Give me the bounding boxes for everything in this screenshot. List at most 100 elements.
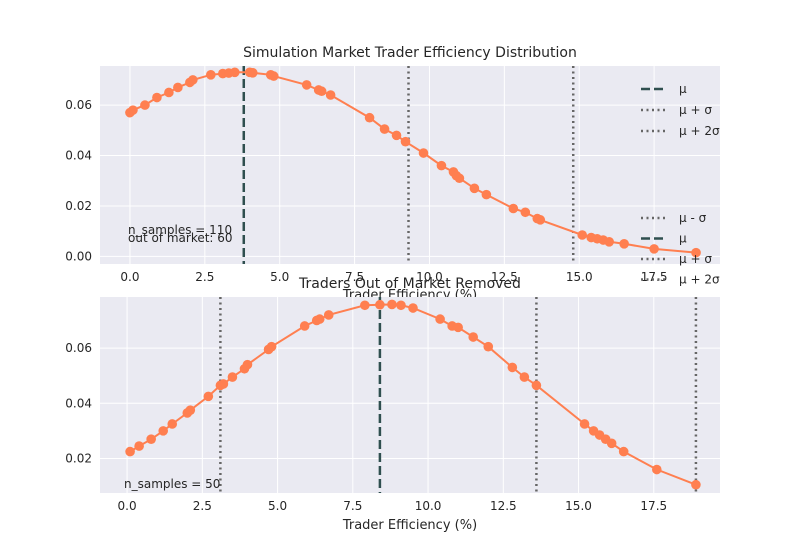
data-point bbox=[173, 82, 183, 93]
data-point bbox=[396, 300, 406, 311]
data-point bbox=[266, 341, 277, 352]
chart-title: Simulation Market Trader Efficiency Dist… bbox=[243, 45, 577, 61]
x-tick-label: 7.5 bbox=[343, 499, 362, 513]
data-point bbox=[146, 434, 156, 444]
data-point bbox=[481, 189, 492, 200]
y-tick-label: 0.04 bbox=[65, 396, 92, 410]
data-point bbox=[691, 479, 701, 490]
y-tick-label: 0.02 bbox=[65, 199, 92, 213]
x-tick-label: 12.5 bbox=[491, 270, 518, 284]
data-point bbox=[535, 215, 546, 225]
data-point bbox=[418, 148, 429, 158]
data-point bbox=[469, 183, 480, 194]
n-samples-annotation: n_samples = 110 bbox=[128, 223, 232, 237]
x-tick-label: 10.0 bbox=[415, 499, 442, 513]
data-point bbox=[508, 203, 519, 214]
y-tick-labels: 0.02 0.04 0.06 bbox=[65, 341, 92, 465]
data-point bbox=[604, 237, 614, 247]
data-point bbox=[299, 321, 310, 331]
data-point bbox=[247, 68, 258, 78]
data-point bbox=[227, 372, 238, 382]
x-tick-label: 12.5 bbox=[490, 499, 517, 513]
y-tick-label: 0.02 bbox=[65, 451, 92, 465]
legend-label: μ - σ bbox=[679, 211, 707, 225]
data-point bbox=[185, 405, 196, 415]
data-point bbox=[400, 136, 411, 147]
x-tick-labels: 0.0 2.5 5.0 7.5 10.0 12.5 15.0 17.5 bbox=[120, 270, 667, 284]
x-tick-label: 5.0 bbox=[270, 270, 289, 284]
data-point bbox=[606, 438, 617, 449]
x-tick-label: 5.0 bbox=[268, 499, 287, 513]
chart-title: Traders Out of Market Removed bbox=[298, 276, 521, 292]
plot-area bbox=[100, 297, 720, 493]
data-point bbox=[436, 160, 447, 171]
data-point bbox=[164, 87, 174, 98]
y-tick-labels: 0.00 0.02 0.04 0.06 bbox=[65, 98, 92, 263]
data-point bbox=[364, 112, 375, 123]
series-points bbox=[125, 299, 701, 490]
data-point bbox=[618, 446, 629, 457]
x-axis-label: Trader Efficiency (%) bbox=[342, 518, 477, 533]
series-line bbox=[129, 303, 697, 486]
data-point bbox=[152, 92, 162, 103]
series-line-path bbox=[129, 303, 697, 486]
x-tick-label: 15.0 bbox=[566, 270, 593, 284]
data-point bbox=[577, 230, 588, 240]
data-point bbox=[134, 441, 144, 451]
data-point bbox=[651, 464, 662, 475]
legend-bottom: μ - σ μ μ + σ μ + 2σ bbox=[641, 211, 720, 287]
data-point bbox=[314, 314, 325, 324]
n-samples-annotation: n_samples = 50 bbox=[124, 477, 220, 491]
y-tick-label: 0.00 bbox=[65, 249, 92, 263]
data-point bbox=[391, 130, 402, 141]
data-point bbox=[408, 303, 418, 313]
x-tick-label: 7.5 bbox=[345, 270, 364, 284]
data-point bbox=[375, 299, 385, 310]
legend-label: μ + 2σ bbox=[679, 124, 720, 138]
grid bbox=[100, 66, 720, 264]
legend-top: μ μ + σ μ + 2σ bbox=[641, 82, 720, 138]
data-point bbox=[301, 80, 312, 90]
x-tick-labels: 0.0 2.5 5.0 7.5 10.0 12.5 15.0 17.5 bbox=[118, 499, 668, 513]
data-point bbox=[691, 247, 701, 258]
data-point bbox=[649, 244, 659, 254]
plot-area bbox=[100, 66, 720, 264]
x-tick-label: 17.5 bbox=[640, 499, 667, 513]
grid bbox=[100, 297, 720, 493]
legend-label: μ + σ bbox=[679, 252, 712, 266]
data-point bbox=[360, 300, 370, 311]
x-tick-label: 17.5 bbox=[641, 270, 668, 284]
chart-out-of-market-removed: 0.0 2.5 5.0 7.5 10.0 12.5 15.0 17.5 0.020.040.0… bbox=[65, 276, 720, 533]
data-point bbox=[387, 299, 397, 310]
data-point bbox=[468, 332, 479, 342]
reference-lines bbox=[219, 297, 698, 493]
x-tick-label: 2.5 bbox=[195, 270, 214, 284]
data-point bbox=[268, 71, 279, 81]
x-tick-label: 0.0 bbox=[118, 499, 137, 513]
series-points bbox=[125, 67, 701, 258]
x-tick-label: 10.0 bbox=[416, 270, 443, 284]
data-point bbox=[242, 359, 253, 370]
legend-label: μ + σ bbox=[679, 103, 712, 117]
y-tick-label: 0.06 bbox=[65, 341, 92, 355]
data-point bbox=[520, 207, 531, 218]
legend-label: μ + 2σ bbox=[679, 273, 720, 287]
data-point bbox=[454, 173, 465, 184]
data-point bbox=[140, 100, 150, 110]
data-point bbox=[125, 446, 135, 457]
data-point bbox=[507, 362, 518, 373]
x-tick-label: 15.0 bbox=[565, 499, 592, 513]
data-point bbox=[316, 86, 327, 97]
data-point bbox=[453, 322, 463, 333]
data-point bbox=[531, 380, 542, 391]
data-point bbox=[379, 124, 390, 134]
data-point bbox=[579, 419, 590, 429]
data-point bbox=[519, 372, 530, 382]
legend-label: μ bbox=[679, 232, 687, 246]
data-point bbox=[325, 90, 336, 100]
data-point bbox=[483, 341, 494, 352]
legend-label: μ bbox=[679, 82, 687, 96]
x-tick-label: 2.5 bbox=[193, 499, 212, 513]
data-point bbox=[323, 310, 334, 320]
